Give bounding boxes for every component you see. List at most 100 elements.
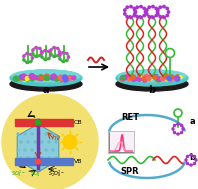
Circle shape [132, 77, 136, 81]
Circle shape [26, 61, 28, 64]
Text: $SO_4^{-}$: $SO_4^{-}$ [30, 169, 42, 179]
Text: b: b [189, 153, 195, 163]
Circle shape [131, 75, 136, 80]
Circle shape [67, 56, 70, 58]
Circle shape [52, 74, 55, 78]
Circle shape [148, 6, 150, 9]
Circle shape [124, 75, 128, 80]
Circle shape [185, 159, 187, 161]
Ellipse shape [10, 70, 82, 86]
Circle shape [163, 5, 165, 8]
Circle shape [156, 77, 161, 82]
Circle shape [31, 57, 34, 59]
Circle shape [62, 52, 64, 54]
Circle shape [52, 133, 54, 135]
Circle shape [182, 128, 184, 130]
Circle shape [52, 74, 56, 78]
Circle shape [124, 13, 126, 15]
Circle shape [157, 77, 162, 81]
Circle shape [23, 55, 25, 57]
Circle shape [24, 149, 26, 151]
Circle shape [177, 123, 179, 125]
Circle shape [23, 76, 27, 79]
Ellipse shape [10, 77, 82, 91]
Circle shape [121, 75, 125, 79]
Polygon shape [17, 124, 59, 172]
Circle shape [135, 77, 138, 81]
Circle shape [22, 74, 27, 79]
Circle shape [138, 74, 142, 79]
Circle shape [2, 94, 98, 189]
Circle shape [44, 75, 50, 81]
Circle shape [41, 157, 43, 159]
Circle shape [157, 13, 159, 15]
Circle shape [66, 52, 68, 55]
Circle shape [17, 149, 19, 151]
Circle shape [32, 53, 34, 55]
Circle shape [143, 7, 145, 10]
Circle shape [18, 76, 23, 80]
Circle shape [27, 157, 29, 159]
Circle shape [172, 128, 174, 130]
Circle shape [130, 5, 132, 8]
Circle shape [121, 77, 125, 81]
Circle shape [152, 16, 154, 19]
Circle shape [50, 53, 52, 55]
Circle shape [35, 46, 37, 49]
Circle shape [144, 74, 149, 79]
Circle shape [130, 75, 135, 79]
Text: $SO_3^{2-}$: $SO_3^{2-}$ [11, 169, 25, 179]
Circle shape [67, 76, 71, 80]
Circle shape [53, 46, 55, 49]
Circle shape [120, 76, 125, 81]
Circle shape [39, 75, 42, 78]
Text: RET: RET [121, 112, 139, 122]
Circle shape [20, 74, 26, 80]
Circle shape [19, 75, 23, 79]
Circle shape [57, 54, 59, 57]
Circle shape [153, 75, 157, 79]
Circle shape [187, 156, 188, 157]
Circle shape [173, 125, 175, 126]
Circle shape [44, 75, 50, 81]
Circle shape [44, 75, 49, 80]
Text: b: b [148, 85, 156, 95]
Circle shape [34, 157, 36, 159]
Circle shape [66, 59, 68, 62]
Circle shape [155, 77, 160, 82]
Circle shape [175, 76, 180, 81]
Circle shape [29, 74, 35, 79]
Circle shape [52, 149, 54, 151]
Circle shape [48, 50, 50, 53]
Circle shape [164, 74, 169, 80]
Circle shape [164, 75, 168, 78]
Circle shape [44, 74, 49, 79]
Circle shape [59, 58, 61, 60]
Circle shape [159, 78, 162, 81]
Ellipse shape [116, 77, 188, 91]
Circle shape [39, 75, 44, 81]
Circle shape [155, 7, 157, 10]
Circle shape [58, 51, 61, 53]
Circle shape [55, 157, 57, 159]
Circle shape [133, 7, 135, 10]
Ellipse shape [118, 70, 186, 82]
Circle shape [24, 133, 26, 135]
Circle shape [130, 75, 135, 80]
Circle shape [25, 77, 29, 80]
Circle shape [146, 13, 148, 15]
Circle shape [153, 75, 156, 79]
Circle shape [20, 141, 22, 143]
Circle shape [30, 53, 32, 56]
Circle shape [37, 77, 41, 80]
Circle shape [181, 132, 183, 134]
Circle shape [48, 141, 50, 143]
Circle shape [155, 14, 157, 17]
Circle shape [195, 159, 197, 161]
Circle shape [148, 15, 150, 18]
Circle shape [152, 5, 154, 8]
Circle shape [20, 157, 22, 159]
Circle shape [181, 125, 183, 126]
Circle shape [136, 15, 138, 18]
Circle shape [187, 163, 188, 165]
